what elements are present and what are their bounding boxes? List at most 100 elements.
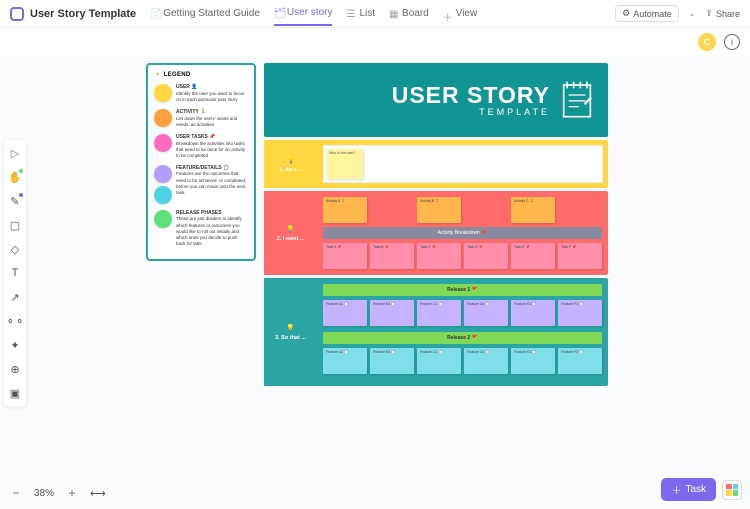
feature-card[interactable]: Feature B2 📋 [370, 348, 414, 374]
feature-card[interactable]: Feature B1 📋 [370, 300, 414, 326]
activity-card[interactable]: Activity A 🏃 [323, 197, 367, 223]
section-body: Release 1 🚩 Feature A1 📋 Feature B1 📋 Fe… [317, 278, 608, 386]
tab-getting-started[interactable]: 📄Getting Started Guide [150, 2, 260, 25]
task-card[interactable]: Task A 📌 [323, 243, 367, 269]
feature-card[interactable]: Feature C2 📋 [417, 348, 461, 374]
automate-button[interactable]: ⚙Automate [615, 5, 679, 22]
section-so-that[interactable]: 💡3. So that ... Release 1 🚩 Feature A1 📋… [264, 278, 608, 386]
info-icon[interactable]: i [724, 34, 740, 50]
hero-banner[interactable]: USER STORY TEMPLATE [264, 63, 608, 137]
breakdown-bar[interactable]: Activity Breakdown 📌 [323, 227, 602, 239]
left-toolbar: ▷ ✋ ✎ ▢ ◇ T ↗ ⚬⚬ ✦ ⊕ ▣ [4, 140, 26, 406]
task-card[interactable]: Task D 📌 [464, 243, 508, 269]
text-tool[interactable]: T [8, 266, 22, 280]
legend-panel[interactable]: 🔸 LEGEND USER 👤Identify the user you wan… [146, 63, 256, 261]
secondary-bar: C i [0, 28, 750, 56]
hero-title: USER STORY [392, 84, 550, 107]
magic-tool[interactable]: ✦ [8, 338, 22, 352]
legend-text: RELEASE PHASESThese are just dividers to… [176, 210, 248, 247]
release-bar[interactable]: Release 1 🚩 [323, 284, 602, 296]
connector-tool[interactable]: ↗ [8, 290, 22, 304]
zoom-in-button[interactable]: + [64, 485, 80, 501]
hero-text: USER STORY TEMPLATE [392, 84, 550, 117]
badge-dot [19, 193, 23, 197]
share-label: Share [716, 9, 740, 19]
section-body: Activity A 🏃 Activity B 🏃 Activity C 🏃 A… [317, 191, 608, 275]
legend-dot [154, 210, 172, 228]
legend-dots [154, 165, 172, 204]
pen-tool[interactable]: ✎ [8, 194, 22, 208]
section-label: 💡2. I want ... [264, 191, 317, 275]
task-label: Task [685, 484, 706, 495]
zoom-controls: − 38% + ⟷ [8, 485, 106, 501]
doc-title[interactable]: User Story Template [30, 8, 136, 20]
story-board[interactable]: USER STORY TEMPLATE 💡1. As a ... Who is … [264, 63, 608, 386]
section-as-a[interactable]: 💡1. As a ... Who is the user? [264, 140, 608, 188]
legend-text: USER 👤Identify the user you want to focu… [176, 84, 248, 103]
task-card[interactable]: Task E 📌 [511, 243, 555, 269]
image-tool[interactable]: ▣ [8, 386, 22, 400]
whiteboard-icon: 🗂 [274, 8, 284, 18]
notepad-icon [560, 80, 594, 120]
activity-card[interactable]: Activity C 🏃 [511, 197, 555, 223]
feature-card[interactable]: Feature A2 📋 [323, 348, 367, 374]
activity-row: Activity A 🏃 Activity B 🏃 Activity C 🏃 [323, 197, 602, 223]
hero-subtitle: TEMPLATE [392, 107, 550, 117]
tab-list[interactable]: ☰List [346, 2, 375, 25]
legend-dot [154, 134, 172, 152]
task-row: Task A 📌 Task B 📌 Task C 📌 Task D 📌 Task… [323, 243, 602, 269]
hand-tool[interactable]: ✋ [8, 170, 22, 184]
apps-button[interactable] [722, 480, 742, 500]
legend-text: FEATURE/DETAILS 📋Features are the outcom… [176, 165, 248, 204]
task-card[interactable]: Task C 📌 [417, 243, 461, 269]
web-tool[interactable]: ⊕ [8, 362, 22, 376]
feature-card[interactable]: Feature C1 📋 [417, 300, 461, 326]
task-card[interactable]: Task F 📌 [558, 243, 602, 269]
bulb-icon: 💡 [286, 225, 295, 233]
tab-label: Board [402, 8, 429, 19]
legend-dot [154, 109, 172, 127]
release-bar[interactable]: Release 2 🚩 [323, 332, 602, 344]
zoom-out-button[interactable]: − [8, 485, 24, 501]
tab-user-story[interactable]: 🗂User story [274, 1, 333, 26]
feature-row: Feature A2 📋 Feature B2 📋 Feature C2 📋 F… [323, 348, 602, 374]
pointer-tool[interactable]: ▷ [8, 146, 22, 160]
tab-add-view[interactable]: ＋View [443, 2, 478, 25]
feature-card[interactable]: Feature A1 📋 [323, 300, 367, 326]
legend-title: 🔸 LEGEND [154, 71, 248, 78]
sticky-tool[interactable]: ▢ [8, 218, 22, 232]
feature-card[interactable]: Feature E2 📋 [511, 348, 555, 374]
sticky-note[interactable]: Who is the user? [327, 149, 363, 179]
legend-dot [154, 165, 172, 183]
share-button[interactable]: ⇪Share [705, 8, 740, 19]
legend-row-tasks: USER TASKS 📌Breakdown the activities int… [154, 134, 248, 159]
board-icon: ▦ [389, 9, 399, 19]
shape-tool[interactable]: ◇ [8, 242, 22, 256]
new-task-button[interactable]: ＋Task [661, 478, 716, 501]
section-i-want[interactable]: 💡2. I want ... Activity A 🏃 Activity B 🏃… [264, 191, 608, 275]
activity-card[interactable]: Activity B 🏃 [417, 197, 461, 223]
top-toolbar: User Story Template 📄Getting Started Gui… [0, 0, 750, 28]
tab-label: View [456, 8, 478, 19]
feature-card[interactable]: Feature E1 📋 [511, 300, 555, 326]
section-body: Who is the user? [323, 145, 603, 183]
plus-icon: ＋ [443, 9, 453, 19]
canvas[interactable]: 🔸 LEGEND USER 👤Identify the user you wan… [32, 58, 740, 473]
legend-text: USER TASKS 📌Breakdown the activities int… [176, 134, 248, 159]
right-actions: ⚙Automate ⌄ ⇪Share [615, 5, 740, 22]
feature-card[interactable]: Feature F2 📋 [558, 348, 602, 374]
feature-card[interactable]: Feature F1 📋 [558, 300, 602, 326]
feature-row: Feature A1 📋 Feature B1 📋 Feature C1 📋 F… [323, 300, 602, 326]
badge-dot [19, 169, 23, 173]
feature-card[interactable]: Feature D1 📋 [464, 300, 508, 326]
feature-card[interactable]: Feature D2 📋 [464, 348, 508, 374]
tab-label: Getting Started Guide [163, 8, 260, 19]
chevron-down-icon[interactable]: ⌄ [689, 9, 696, 18]
section-label: 💡1. As a ... [264, 140, 318, 188]
share-tool[interactable]: ⚬⚬ [8, 314, 22, 328]
app-logo[interactable] [10, 7, 24, 21]
tab-board[interactable]: ▦Board [389, 2, 429, 25]
fit-button[interactable]: ⟷ [90, 487, 106, 500]
task-card[interactable]: Task B 📌 [370, 243, 414, 269]
user-avatar[interactable]: C [698, 33, 716, 51]
